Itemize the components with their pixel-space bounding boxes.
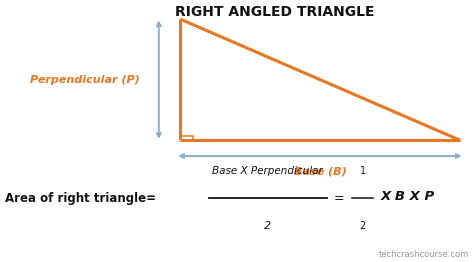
Text: RIGHT ANGLED TRIANGLE: RIGHT ANGLED TRIANGLE (175, 5, 374, 19)
Text: 1: 1 (360, 166, 365, 176)
Text: techcrashcourse.com: techcrashcourse.com (379, 250, 469, 259)
Text: X B X P: X B X P (381, 190, 435, 203)
Text: 2: 2 (264, 221, 272, 231)
Text: Area of right triangle=: Area of right triangle= (5, 192, 156, 205)
Text: Base (B): Base (B) (293, 167, 346, 177)
Text: Perpendicular (P): Perpendicular (P) (30, 75, 140, 85)
Text: Base X Perpendicular: Base X Perpendicular (212, 166, 323, 176)
Text: 2: 2 (359, 221, 366, 231)
Text: =: = (334, 192, 344, 205)
